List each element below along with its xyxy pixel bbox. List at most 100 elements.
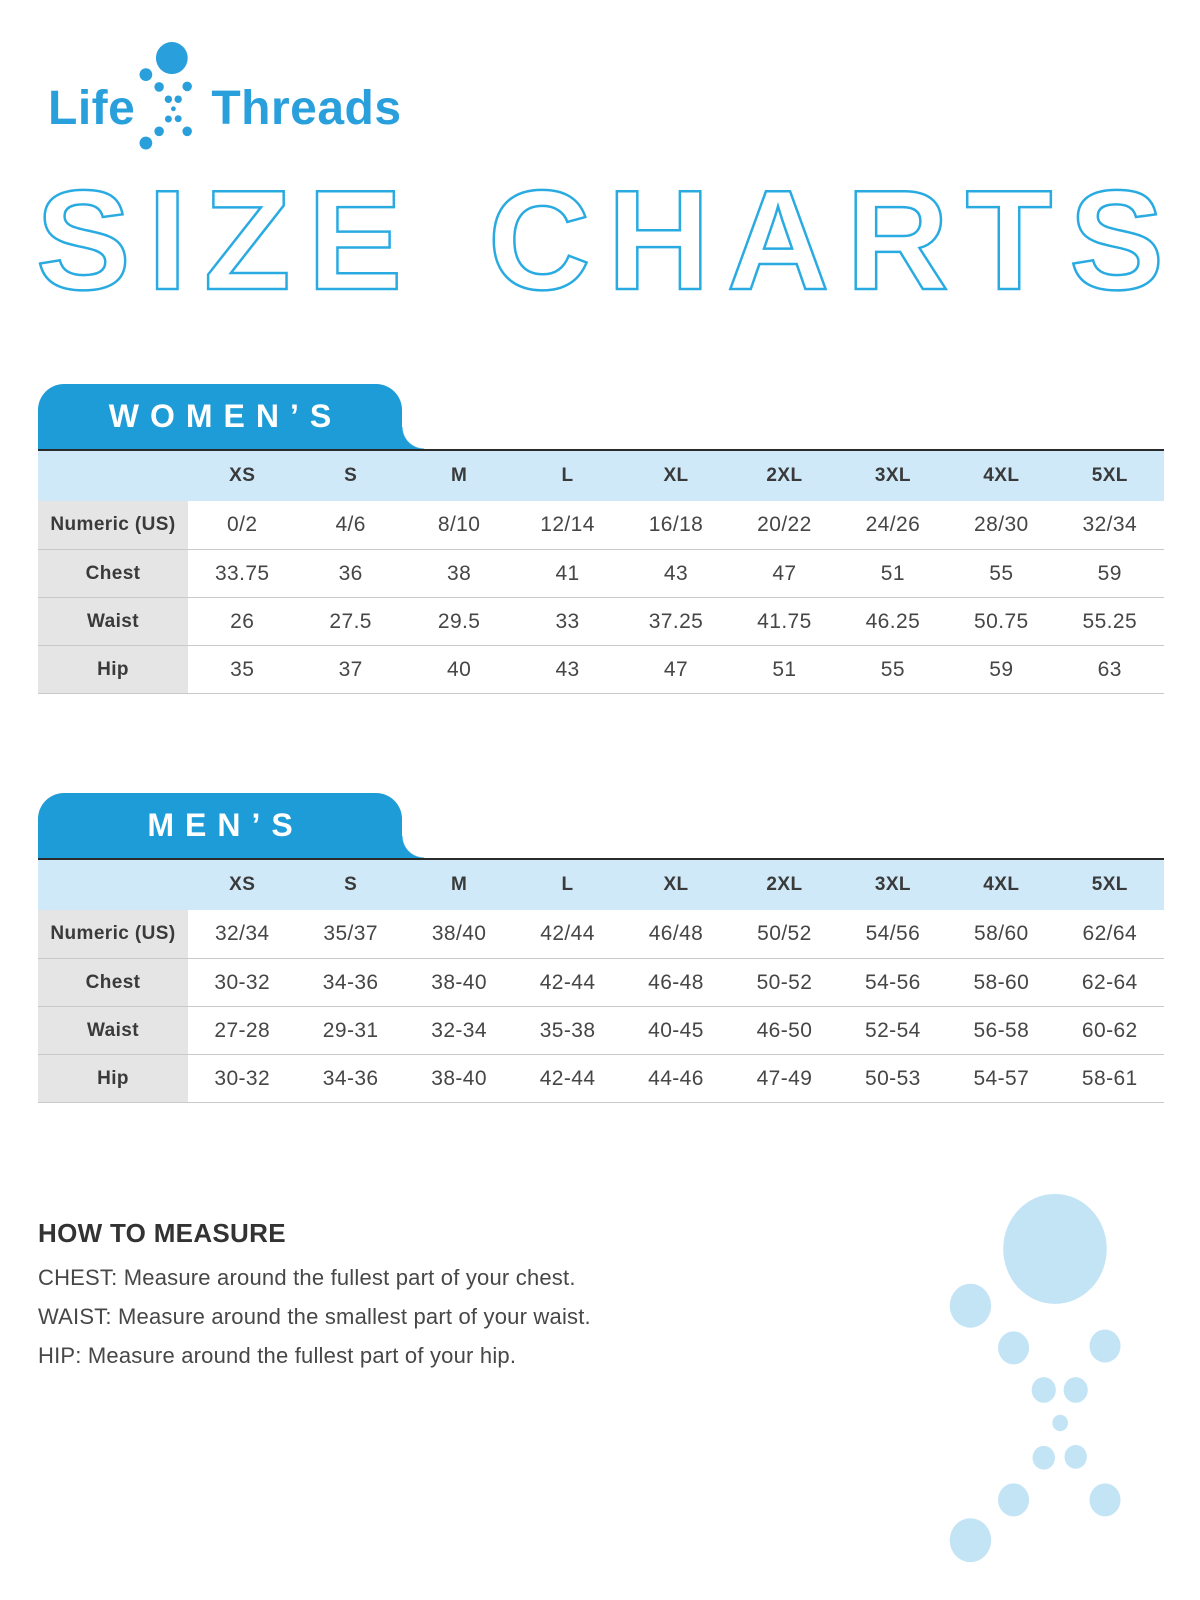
men-s-waist-2xl: 46-50 [756,1018,813,1042]
mens-size-chart: MEN’S XS S M L XL 2XL 3XL 4XL 5XL Numeric (US) 32/… [38,793,1164,1103]
logo-threads-text: Threads [211,81,402,135]
womens-tab-label: WOMEN’S [108,398,343,434]
men-s-numeric-us-s: 35/37 [323,922,378,945]
title-letter: H [606,161,711,320]
title-letter: S [1068,161,1165,320]
women-s-chest-5xl: 59 [1097,561,1122,585]
men-s-label-hip: Hip [38,1055,188,1102]
men-s-waist-4xl: 56-58 [973,1018,1030,1042]
women-s-numeric-us-3xl: 24/26 [865,513,921,536]
men-s-size-s: S [344,874,358,895]
women-s-numeric-us-xl: 16/18 [648,513,704,536]
dot-figure-icon [139,42,193,150]
women-s-label-numeric-us: Numeric (US) [38,501,188,549]
men-s-numeric-us-xs: 32/34 [214,922,270,945]
men-s-row-chest: Chest 30-32 34-36 38-40 42-44 46-48 50-52 54-56… [38,958,1164,1006]
women-s-chest-3xl: 51 [880,561,905,585]
men-s-chest-m: 38-40 [431,970,487,994]
women-s-hip-5xl: 63 [1097,657,1122,681]
womens-tab: WOMEN’S [38,384,424,449]
women-s-waist-2xl: 41.75 [757,609,812,633]
men-s-row-hip: Hip 30-32 34-36 38-40 42-44 44-46 47-49 50-53 54… [38,1054,1164,1102]
women-s-waist-xl: 37.25 [648,609,704,633]
men-s-numeric-us-3xl: 54/56 [865,922,921,945]
title-letter: R [845,161,950,320]
title-letter: I [146,161,188,320]
men-s-size-m: M [450,874,468,895]
women-s-numeric-us-s: 4/6 [335,513,366,536]
title-letter: C [487,161,592,320]
men-s-chest-xs: 30-32 [214,970,271,994]
men-s-size-3xl: 3XL [874,874,911,895]
men-s-hip-xl: 44-46 [648,1066,704,1090]
women-s-hip-xs: 35 [230,657,255,681]
women-s-waist-4xl: 50.75 [974,609,1029,633]
men-s-size-l: L [561,874,574,895]
women-s-size-5xl: 5XL [1091,465,1128,486]
title-letter: S [35,161,132,320]
women-s-size-l: L [561,465,574,486]
women-s-size-xs: XS [229,465,256,486]
women-s-size-3xl: 3XL [874,465,911,486]
women-s-waist-m: 29.5 [437,609,481,633]
men-s-hip-4xl: 54-57 [973,1066,1030,1090]
women-s-chest-m: 38 [447,561,472,585]
women-s-hip-m: 40 [447,657,472,681]
men-s-hip-3xl: 50-53 [865,1066,921,1090]
men-s-row-numeric-us: Numeric (US) 32/34 35/37 38/40 42/44 46/48 50/… [38,910,1164,958]
men-s-chest-5xl: 62-64 [1081,970,1138,994]
men-s-hip-2xl: 47-49 [756,1066,813,1090]
men-s-chest-s: 34-36 [322,970,379,994]
men-s-waist-xs: 27-28 [214,1018,271,1042]
men-s-numeric-us-xl: 46/48 [648,922,704,945]
men-s-waist-l: 35-38 [539,1018,596,1042]
women-s-row-numeric-us: Numeric (US) 0/2 4/6 8/10 12/14 16/18 20/22 24/… [38,501,1164,549]
mens-tab-label: MEN’S [147,807,304,843]
women-s-waist-5xl: 55.25 [1082,609,1138,633]
women-s-waist-s: 27.5 [329,609,372,633]
women-s-chest-xs: 33.75 [214,561,270,585]
how-to-measure-section: HOW TO MEASURE CHEST: Measure around the… [38,1218,591,1382]
mens-tab: MEN’S [38,793,424,858]
men-s-chest-xl: 46-48 [648,970,704,994]
women-s-size-s: S [344,465,358,486]
men-s-numeric-us-4xl: 58/60 [974,922,1029,945]
men-s-numeric-us-2xl: 50/52 [757,922,812,945]
women-s-hip-2xl: 51 [772,657,797,681]
men-s-waist-5xl: 60-62 [1081,1018,1138,1042]
women-s-waist-3xl: 46.25 [865,609,921,633]
women-s-hip-s: 37 [338,657,363,681]
women-s-chest-4xl: 55 [989,561,1014,585]
men-s-corner-cell [38,860,188,910]
title-letter: Z [203,161,292,320]
women-s-hip-3xl: 55 [880,657,905,681]
women-s-numeric-us-4xl: 28/30 [974,513,1029,536]
logo-life-text: Life [48,81,136,135]
how-to-measure-heading: HOW TO MEASURE [38,1218,286,1248]
women-s-chest-2xl: 47 [772,561,797,585]
women-s-row-chest: Chest 33.75 36 38 41 43 47 51 55 59 [38,549,1164,597]
men-s-size-5xl: 5XL [1091,874,1128,895]
men-s-label-chest: Chest [38,959,188,1006]
men-s-waist-3xl: 52-54 [865,1018,921,1042]
women-s-label-waist: Waist [38,598,188,645]
women-s-numeric-us-xs: 0/2 [227,513,258,536]
men-s-hip-xs: 30-32 [214,1066,271,1090]
men-s-size-xs: XS [229,874,256,895]
women-s-label-chest: Chest [38,550,188,597]
men-s-chest-l: 42-44 [539,970,596,994]
women-s-waist-l: 33 [555,609,580,633]
women-s-numeric-us-2xl: 20/22 [757,513,812,536]
dot-figure-decoration [949,1194,1121,1563]
men-s-chest-2xl: 50-52 [756,970,813,994]
womens-size-table: XS S M L XL 2XL 3XL 4XL 5XL Numeric (US) 0/2 4/6 8/1… [38,449,1164,694]
women-s-hip-l: 43 [555,657,580,681]
women-s-numeric-us-5xl: 32/34 [1082,513,1138,536]
men-s-waist-xl: 40-45 [648,1018,704,1042]
men-s-waist-s: 29-31 [322,1018,379,1042]
women-s-row-waist: Waist 26 27.5 29.5 33 37.25 41.75 46.25 50.75 55.… [38,597,1164,645]
men-s-hip-m: 38-40 [431,1066,487,1090]
women-s-chest-s: 36 [338,561,363,585]
men-s-label-waist: Waist [38,1007,188,1054]
